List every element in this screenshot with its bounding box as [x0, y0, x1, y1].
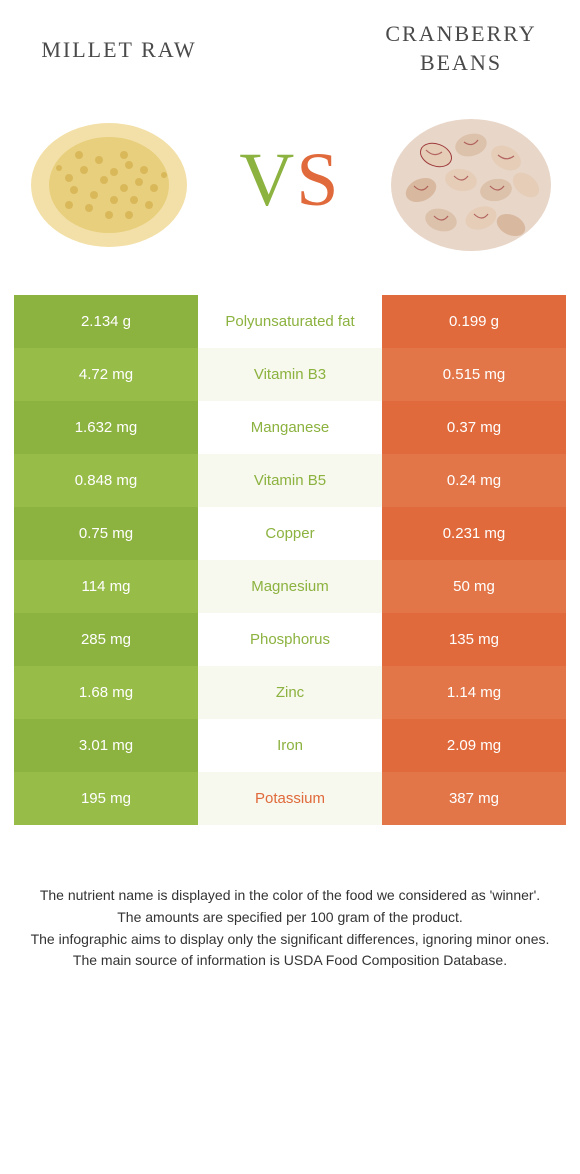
right-value: 1.14 mg: [382, 666, 566, 719]
nutrient-name: Magnesium: [198, 560, 382, 613]
left-food-title: MILLET RAW: [14, 20, 224, 65]
table-row: 0.75 mgCopper0.231 mg: [14, 507, 566, 560]
left-value: 3.01 mg: [14, 719, 198, 772]
right-value: 50 mg: [382, 560, 566, 613]
table-row: 1.68 mgZinc1.14 mg: [14, 666, 566, 719]
right-value: 0.231 mg: [382, 507, 566, 560]
right-value: 387 mg: [382, 772, 566, 825]
footer-line: The infographic aims to display only the…: [24, 929, 556, 951]
table-row: 2.134 gPolyunsaturated fat0.199 g: [14, 295, 566, 348]
right-value: 0.37 mg: [382, 401, 566, 454]
left-value: 195 mg: [14, 772, 198, 825]
nutrient-name: Vitamin B3: [198, 348, 382, 401]
right-value: 0.515 mg: [382, 348, 566, 401]
left-value: 285 mg: [14, 613, 198, 666]
nutrient-name: Vitamin B5: [198, 454, 382, 507]
vs-s: S: [296, 138, 340, 222]
right-food-image: [376, 95, 566, 265]
table-row: 3.01 mgIron2.09 mg: [14, 719, 566, 772]
table-row: 4.72 mgVitamin B30.515 mg: [14, 348, 566, 401]
titles-row: MILLET RAW CRANBERRY BEANS: [14, 20, 566, 77]
right-food-title: CRANBERRY BEANS: [356, 20, 566, 77]
nutrient-name: Potassium: [198, 772, 382, 825]
right-value: 135 mg: [382, 613, 566, 666]
nutrient-name: Copper: [198, 507, 382, 560]
table-row: 1.632 mgManganese0.37 mg: [14, 401, 566, 454]
footer-line: The nutrient name is displayed in the co…: [24, 885, 556, 907]
left-value: 2.134 g: [14, 295, 198, 348]
left-food-image: [14, 95, 204, 265]
vs-label: VS: [239, 137, 340, 224]
footer-notes: The nutrient name is displayed in the co…: [14, 885, 566, 972]
nutrient-name: Iron: [198, 719, 382, 772]
nutrient-name: Manganese: [198, 401, 382, 454]
table-row: 195 mgPotassium387 mg: [14, 772, 566, 825]
left-value: 0.848 mg: [14, 454, 198, 507]
left-value: 1.632 mg: [14, 401, 198, 454]
nutrient-name: Phosphorus: [198, 613, 382, 666]
nutrient-name: Polyunsaturated fat: [198, 295, 382, 348]
nutrient-table: 2.134 gPolyunsaturated fat0.199 g4.72 mg…: [14, 295, 566, 825]
table-row: 285 mgPhosphorus135 mg: [14, 613, 566, 666]
left-value: 0.75 mg: [14, 507, 198, 560]
right-value: 0.24 mg: [382, 454, 566, 507]
table-row: 0.848 mgVitamin B50.24 mg: [14, 454, 566, 507]
left-value: 1.68 mg: [14, 666, 198, 719]
vs-v: V: [239, 138, 296, 222]
table-row: 114 mgMagnesium50 mg: [14, 560, 566, 613]
footer-line: The main source of information is USDA F…: [24, 950, 556, 972]
left-value: 114 mg: [14, 560, 198, 613]
right-value: 0.199 g: [382, 295, 566, 348]
nutrient-name: Zinc: [198, 666, 382, 719]
footer-line: The amounts are specified per 100 gram o…: [24, 907, 556, 929]
vs-row: VS: [14, 95, 566, 265]
right-value: 2.09 mg: [382, 719, 566, 772]
left-value: 4.72 mg: [14, 348, 198, 401]
